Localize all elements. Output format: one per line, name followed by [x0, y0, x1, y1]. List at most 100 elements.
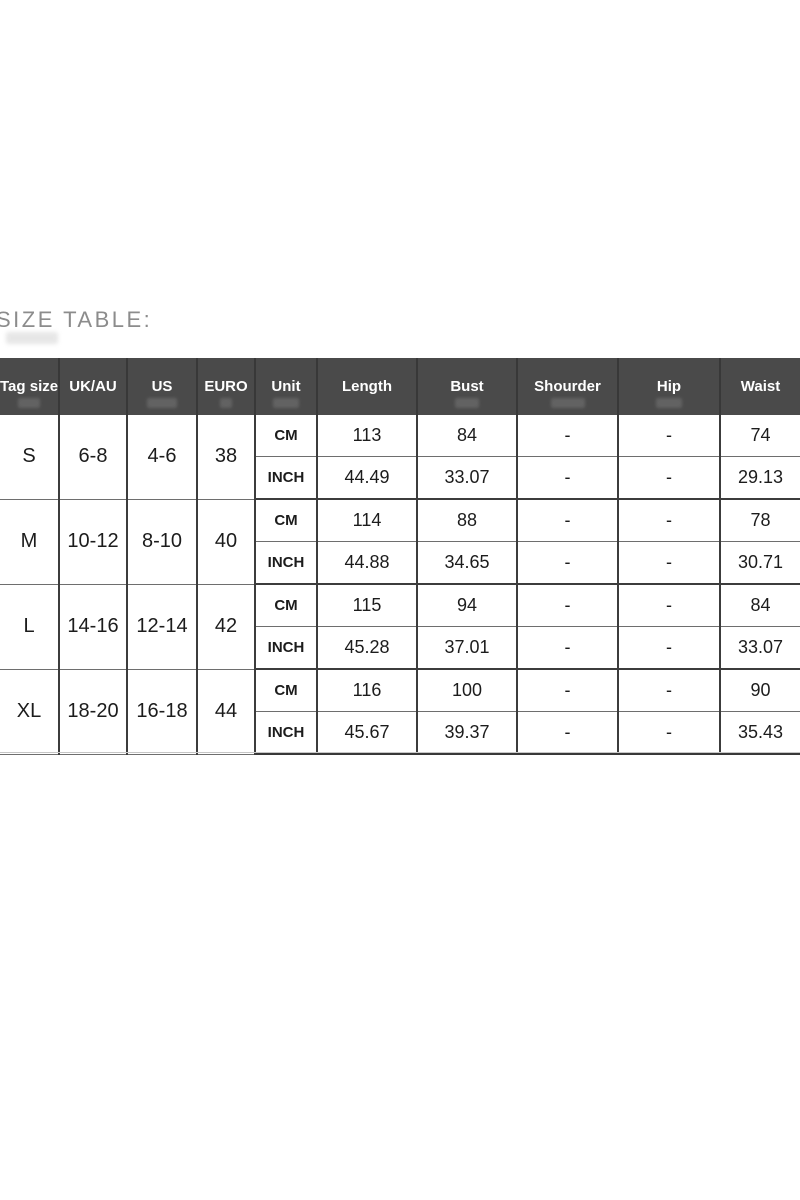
cell-unit: CM	[255, 669, 318, 712]
cell-waist: 74	[720, 415, 800, 457]
cell-unit: CM	[255, 584, 318, 627]
cell-length: 114	[317, 499, 418, 542]
cell-hip: -	[618, 541, 721, 585]
ghost-text-smudge	[147, 398, 177, 408]
cell-unit: CM	[255, 499, 318, 542]
col-header-label: Length	[342, 378, 392, 395]
cell-unit: CM	[255, 415, 318, 457]
col-header-tag-size: Tag size	[0, 358, 60, 415]
col-header-shourder: Shourder	[517, 358, 619, 415]
cell-length: 44.49	[317, 456, 418, 500]
cell-hip: -	[618, 499, 721, 542]
cell-unit: INCH	[255, 456, 318, 500]
cell-waist: 33.07	[720, 626, 800, 670]
col-header-length: Length	[317, 358, 418, 415]
cell-bust: 84	[417, 415, 518, 457]
cell-us: 8-10	[127, 499, 198, 585]
cell-tag-size: M	[0, 499, 60, 585]
cell-bust: 33.07	[417, 456, 518, 500]
col-header-bust: Bust	[417, 358, 518, 415]
size-table: Tag size UK/AU US EURO Unit Length Bust …	[0, 358, 800, 755]
cell-shourder: -	[517, 499, 619, 542]
cell-shourder: -	[517, 456, 619, 500]
cell-length: 116	[317, 669, 418, 712]
cell-us: 16-18	[127, 669, 198, 755]
row-s-inch: INCH 44.49 33.07 - - 29.13	[0, 456, 800, 500]
cell-bust: 39.37	[417, 711, 518, 755]
ghost-text-smudge	[550, 398, 585, 408]
cell-hip: -	[618, 669, 721, 712]
cell-shourder: -	[517, 541, 619, 585]
cell-shourder: -	[517, 626, 619, 670]
cell-bust: 34.65	[417, 541, 518, 585]
cell-hip: -	[618, 584, 721, 627]
cell-uk-au: 14-16	[59, 584, 128, 670]
cell-uk-au: 10-12	[59, 499, 128, 585]
page-title: SIZE TABLE:	[0, 307, 153, 332]
cell-waist: 35.43	[720, 711, 800, 755]
cell-euro: 44	[197, 669, 256, 755]
header-row: Tag size UK/AU US EURO Unit Length Bust …	[0, 358, 800, 415]
cell-unit: INCH	[255, 541, 318, 585]
cell-tag-size: S	[0, 415, 60, 500]
col-header-unit: Unit	[255, 358, 318, 415]
col-header-hip: Hip	[618, 358, 721, 415]
cell-length: 45.28	[317, 626, 418, 670]
cell-euro: 40	[197, 499, 256, 585]
cell-uk-au: 6-8	[59, 415, 128, 500]
col-header-label: US	[151, 378, 173, 395]
cell-shourder: -	[517, 584, 619, 627]
row-m-inch: INCH 44.88 34.65 - - 30.71	[0, 541, 800, 585]
col-header-label: Bust	[450, 378, 484, 395]
col-header-label: Unit	[271, 378, 301, 395]
col-header-waist: Waist	[720, 358, 800, 415]
ghost-text-smudge	[656, 398, 682, 408]
cell-uk-au: 18-20	[59, 669, 128, 755]
cell-bust: 37.01	[417, 626, 518, 670]
ghost-text-smudge	[6, 332, 58, 344]
col-header-label: Waist	[740, 378, 781, 395]
cell-bust: 88	[417, 499, 518, 542]
ghost-text-smudge	[18, 398, 40, 408]
cell-hip: -	[618, 415, 721, 457]
cell-us: 4-6	[127, 415, 198, 500]
col-header-label: UK/AU	[69, 378, 117, 395]
cell-shourder: -	[517, 415, 619, 457]
cell-tag-size: L	[0, 584, 60, 670]
col-header-label: EURO	[204, 378, 248, 395]
row-s-cm: S 6-8 4-6 38 CM 113 84 - - 74	[0, 415, 800, 500]
cell-shourder: -	[517, 711, 619, 755]
cell-length: 45.67	[317, 711, 418, 755]
cell-unit: INCH	[255, 626, 318, 670]
cell-waist: 90	[720, 669, 800, 712]
cell-unit: INCH	[255, 711, 318, 755]
cell-us: 12-14	[127, 584, 198, 670]
cell-bust: 94	[417, 584, 518, 627]
cell-bust: 100	[417, 669, 518, 712]
table-bottom-rule	[0, 752, 800, 753]
cell-waist: 84	[720, 584, 800, 627]
cell-shourder: -	[517, 669, 619, 712]
cell-waist: 78	[720, 499, 800, 542]
col-header-uk-au: UK/AU	[59, 358, 128, 415]
cell-hip: -	[618, 711, 721, 755]
cell-hip: -	[618, 456, 721, 500]
cell-euro: 38	[197, 415, 256, 500]
col-header-euro: EURO	[197, 358, 256, 415]
cell-length: 113	[317, 415, 418, 457]
col-header-label: Hip	[656, 378, 682, 395]
cell-waist: 29.13	[720, 456, 800, 500]
cell-waist: 30.71	[720, 541, 800, 585]
col-header-label: Tag size	[0, 378, 59, 395]
cell-hip: -	[618, 626, 721, 670]
row-l-inch: INCH 45.28 37.01 - - 33.07	[0, 626, 800, 670]
row-xl-cm: XL 18-20 16-18 44 CM 116 100 - - 90	[0, 669, 800, 755]
cell-euro: 42	[197, 584, 256, 670]
row-l-cm: L 14-16 12-14 42 CM 115 94 - - 84	[0, 584, 800, 670]
row-xl-inch: INCH 45.67 39.37 - - 35.43	[0, 711, 800, 755]
cell-length: 44.88	[317, 541, 418, 585]
ghost-text-smudge	[273, 398, 299, 408]
col-header-us: US	[127, 358, 198, 415]
cell-tag-size: XL	[0, 669, 60, 755]
